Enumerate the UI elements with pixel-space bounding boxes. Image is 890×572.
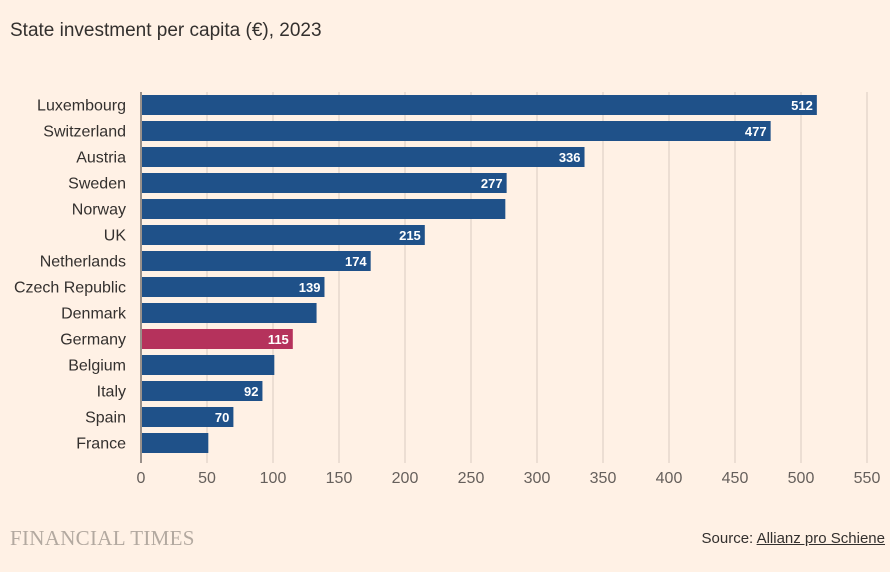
x-tick-label: 450 [722,470,749,487]
data-label: 92 [244,384,258,399]
category-label: Czech Republic [14,280,126,297]
source-note: Source: Allianz pro Schiene [702,530,885,547]
category-label: Netherlands [40,254,126,271]
bar [142,381,263,401]
x-tick-label: 100 [260,470,287,487]
category-label: Belgium [68,358,126,375]
bar [142,225,425,245]
category-label: Austria [76,150,126,167]
source-link[interactable]: Allianz pro Schiene [756,530,885,547]
bar [142,407,234,427]
category-label: UK [104,228,127,245]
data-label: 115 [268,332,289,347]
category-label: Sweden [68,176,126,193]
bar [142,303,317,323]
x-tick-label: 200 [392,470,419,487]
bar [142,277,325,297]
category-label: Norway [72,202,126,219]
bar [142,433,209,453]
bar-chart: 512 477 336 277 215 174 139 115 92 70 0 50 100 150 20… [14,92,881,488]
data-label: 174 [345,254,367,269]
x-tick-label: 150 [326,470,353,487]
data-label: 70 [215,410,229,425]
x-tick-label: 0 [137,470,146,487]
data-label: 477 [745,124,767,139]
chart-title: State investment per capita (€), 2023 [10,20,322,41]
category-label: Switzerland [43,124,126,141]
x-tick-label: 50 [198,470,216,487]
data-label: 277 [481,176,503,191]
bars: 512 477 336 277 215 174 139 115 92 70 [142,95,817,453]
ft-logo-text: FINANCIAL TIMES [10,526,195,550]
data-label: 336 [559,150,581,165]
category-label: France [76,436,126,453]
bar [142,199,506,219]
x-tick-label: 250 [458,470,485,487]
x-tick-label: 300 [524,470,551,487]
category-label: Germany [60,332,126,349]
grid-lines [140,92,868,463]
x-tick-label: 350 [590,470,617,487]
category-label: Spain [85,410,126,427]
x-tick-label: 400 [656,470,683,487]
bar [142,173,507,193]
bar [142,355,275,375]
data-label: 512 [791,98,813,113]
bar [142,329,293,349]
bar [142,251,371,271]
data-label: 215 [399,228,421,243]
x-tick-label: 500 [788,470,815,487]
bar [142,147,585,167]
category-label: Denmark [61,306,127,323]
bar [142,121,771,141]
bar [142,95,817,115]
source-prefix: Source: [701,530,757,547]
x-tick-label: 550 [854,470,881,487]
data-label: 139 [299,280,321,295]
category-label: Luxembourg [37,98,126,115]
axis: 0 50 100 150 200 250 300 350 400 450 500 550 Luxembo… [14,98,881,488]
category-label: Italy [97,384,126,401]
